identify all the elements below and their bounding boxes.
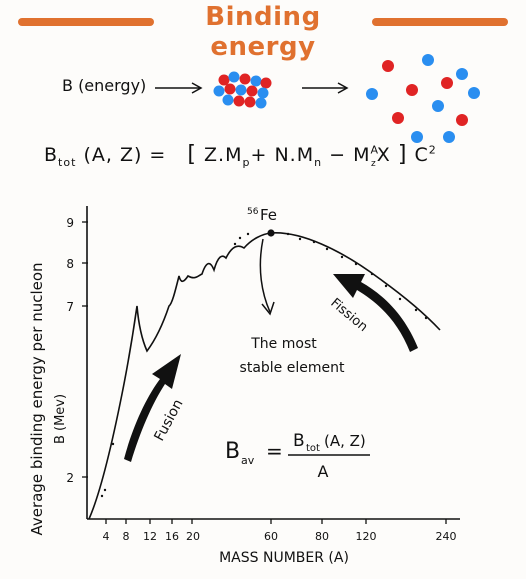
btot-symbol: B [293, 431, 305, 451]
eq-c-sup: 2 [428, 143, 437, 157]
bav-symbol: B [225, 439, 240, 464]
fission-arrow [333, 274, 418, 352]
data-dots [100, 232, 428, 498]
eq-m-sub: z [371, 158, 377, 169]
x-tick-240: 240 [436, 530, 457, 543]
bav-sub: av [241, 454, 255, 467]
y-axis-unit: B (Mev) [53, 394, 68, 444]
eq-n-term: N.M [274, 144, 315, 166]
y-axis-label: Average binding energy per nucleon [28, 262, 46, 535]
bav-equals: = [266, 439, 283, 463]
eq-plus: + [250, 144, 268, 166]
title-bar-left [18, 18, 154, 26]
eq-z-term: Z.M [204, 144, 243, 166]
average-binding-formula: B av = B tot (A, Z) A [225, 431, 370, 481]
binding-energy-curve [88, 232, 441, 520]
page-title: Binding energy [205, 2, 321, 62]
free-nucleons [366, 54, 480, 143]
y-ticks [82, 221, 88, 478]
stable-note-line1: The most [250, 336, 317, 352]
denominator: A [318, 462, 329, 481]
eq-m-sup: A [370, 143, 380, 157]
fe-label: Fe [260, 206, 277, 224]
y-tick-7: 7 [66, 300, 74, 314]
y-tick-9: 9 [66, 216, 74, 230]
energy-label: B (energy) [62, 76, 147, 95]
arrow-2-head [337, 82, 349, 94]
fission-label: Fission [327, 296, 370, 335]
eq-open: [ [187, 142, 197, 167]
eq-close: ] [397, 142, 408, 167]
nucleus-cluster [213, 71, 272, 109]
x-tick-16: 16 [165, 530, 179, 543]
binding-energy-equation: Btot (A, Z) = [ Z.Mp+ N.Mn − MAzX ] C2 [44, 142, 437, 169]
eq-n-sub: n [314, 155, 323, 169]
stable-arrow-head [261, 301, 275, 316]
y-tick-8: 8 [66, 257, 74, 271]
fe-peak-marker [267, 229, 275, 237]
title-bar-right [372, 18, 508, 26]
eq-minus: − [329, 144, 347, 166]
x-ticks [105, 519, 447, 524]
arrow-1-head [191, 82, 203, 94]
eq-z-sub: p [242, 155, 251, 169]
fe-mass-number: 56 [247, 207, 259, 217]
stable-note-line2: stable element [240, 360, 345, 376]
x-tick-8: 8 [123, 530, 130, 543]
x-tick-12: 12 [143, 530, 157, 543]
binding-energy-chart: Average binding energy per nucleon B (Me… [28, 206, 460, 566]
x-tick-80: 80 [315, 530, 329, 543]
stable-arrow [259, 238, 271, 313]
fusion-arrow [124, 354, 181, 462]
x-tick-20: 20 [186, 530, 200, 543]
eq-b: B [44, 144, 59, 166]
eq-args: (A, Z) = [83, 144, 167, 166]
x-tick-60: 60 [264, 530, 278, 543]
fusion-label: Fusion [151, 397, 186, 444]
btot-args: (A, Z) [324, 432, 366, 450]
x-axis-label: MASS NUMBER (A) [219, 550, 349, 566]
x-tick-120: 120 [356, 530, 377, 543]
x-tick-4: 4 [103, 530, 110, 543]
eq-x: X [376, 144, 391, 166]
btot-sub: tot [306, 443, 320, 454]
y-tick-2: 2 [66, 471, 74, 485]
eq-m: M [353, 144, 371, 166]
process-diagram [155, 54, 480, 143]
eq-b-sub: tot [58, 155, 77, 169]
eq-c: C [414, 144, 429, 166]
